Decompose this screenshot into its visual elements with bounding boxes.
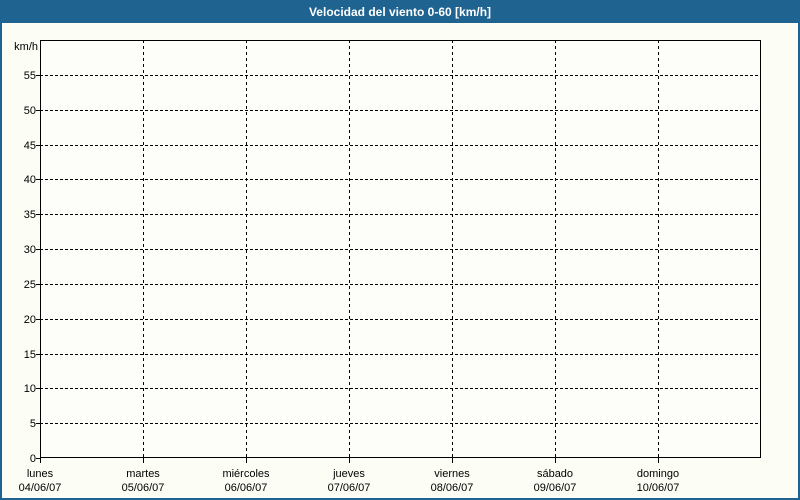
y-tick-label: 55 [24,70,36,82]
x-day-label: viernes [434,468,470,480]
x-day-label: jueves [332,468,365,480]
x-day-label: lunes [27,468,54,480]
x-day-label: domingo [637,468,679,480]
frame-border-right [798,0,800,500]
y-tick-label: 40 [24,174,36,186]
y-tick-label: 0 [30,453,36,465]
y-tick-label: 5 [30,418,36,430]
y-tick-label: 30 [24,244,36,256]
x-date-label: 06/06/07 [225,482,268,494]
x-date-label: 10/06/07 [637,482,680,494]
y-tick-label: 20 [24,314,36,326]
y-tick-label: 25 [24,279,36,291]
x-date-label: 05/06/07 [122,482,165,494]
x-date-label: 04/06/07 [19,482,62,494]
y-tick-label: 45 [24,140,36,152]
y-tick-label: 35 [24,209,36,221]
chart-title-bar: Velocidad del viento 0-60 [km/h] [0,0,800,23]
frame-border-bottom [0,498,800,500]
y-tick-label: 15 [24,349,36,361]
x-day-label: sábado [537,468,573,480]
x-day-label: miércoles [222,468,270,480]
y-tick-label: 10 [24,383,36,395]
x-date-label: 07/06/07 [328,482,371,494]
x-date-label: 09/06/07 [534,482,577,494]
x-day-label: martes [126,468,160,480]
chart-title: Velocidad del viento 0-60 [km/h] [308,4,492,19]
x-date-label: 08/06/07 [431,482,474,494]
y-axis-unit-label: km/h [14,41,38,53]
frame-border-left [0,0,2,500]
y-tick-label: 50 [24,105,36,117]
